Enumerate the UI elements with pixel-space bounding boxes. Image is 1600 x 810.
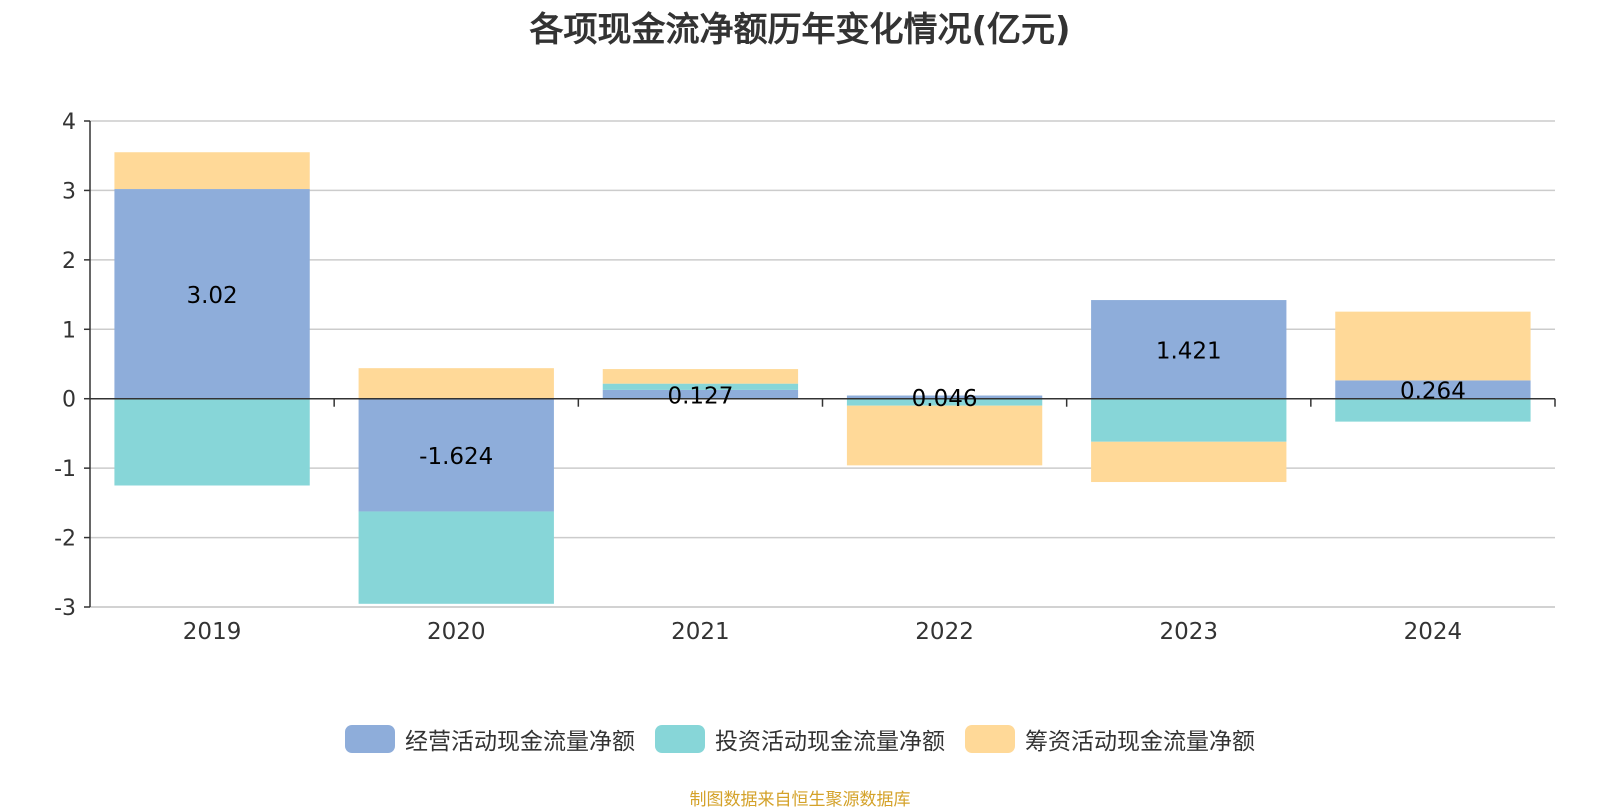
bar-2024-series-0 <box>1335 380 1531 399</box>
x-tick-label: 2021 <box>671 619 730 645</box>
legend-item[interactable]: 投资活动现金流量净额 <box>655 722 945 756</box>
bar-2022-series-2 <box>846 405 1043 466</box>
data-labels: 3.02 -1.624 0.127 0.046 1.421 0.264 <box>186 283 1465 470</box>
legend-label: 投资活动现金流量净额 <box>715 729 945 755</box>
legend-swatch <box>345 725 395 753</box>
data-label: 0.127 <box>667 383 733 409</box>
y-tick-label: -2 <box>54 527 76 552</box>
legend-swatch <box>965 725 1015 753</box>
bar-2023-series-1 <box>1091 398 1287 442</box>
x-tick-label: 2019 <box>183 619 242 645</box>
bar-2019-series-2 <box>114 152 310 190</box>
bar-2022-series-1 <box>846 398 1043 406</box>
data-label: 0.046 <box>912 386 978 412</box>
bars <box>114 152 1531 604</box>
y-tick-label: 2 <box>62 249 76 274</box>
legend-swatch <box>655 725 705 753</box>
data-label: -1.624 <box>419 444 493 470</box>
y-tick-label: 3 <box>62 179 76 204</box>
x-tick-label: 2020 <box>427 619 486 645</box>
source-note: 制图数据来自恒生聚源数据库 <box>689 790 911 810</box>
data-label: 1.421 <box>1156 338 1222 364</box>
legend-label: 筹资活动现金流量净额 <box>1025 729 1255 755</box>
bar-2019-series-1 <box>114 398 310 486</box>
legend-label: 经营活动现金流量净额 <box>405 729 635 755</box>
data-label: 0.264 <box>1400 379 1466 405</box>
y-tick-label: 0 <box>62 388 76 413</box>
chart-title: 各项现金流净额历年变化情况(亿元) <box>529 10 1071 50</box>
y-tick-label: -1 <box>54 457 76 482</box>
bar-2020-series-2 <box>358 368 554 399</box>
bar-2021-series-1 <box>602 383 799 390</box>
y-tick-label: 1 <box>62 318 76 343</box>
bar-2021-series-2 <box>602 369 799 384</box>
legend-item[interactable]: 筹资活动现金流量净额 <box>965 722 1255 756</box>
bar-2021-series-0 <box>602 389 799 399</box>
y-tick-label: -3 <box>54 596 76 621</box>
y-tick-label: 4 <box>62 110 76 135</box>
bar-2024-series-1 <box>1335 398 1531 422</box>
x-tick-label: 2023 <box>1159 619 1218 645</box>
bar-2023-series-2 <box>1091 441 1287 483</box>
bar-2024-series-2 <box>1335 311 1531 381</box>
x-tick-label: 2024 <box>1404 619 1463 645</box>
bar-2020-series-1 <box>358 511 554 604</box>
bar-2020-series-0 <box>358 398 554 512</box>
bar-2023-series-0 <box>1091 300 1287 399</box>
bar-2019-series-0 <box>114 189 310 399</box>
axes: 4 3 2 1 0 -1 -2 -3 2019 2020 2021 2022 2023 2024 <box>54 110 1556 645</box>
legend-item[interactable]: 经营活动现金流量净额 <box>345 722 635 756</box>
data-label: 3.02 <box>186 283 237 309</box>
x-tick-label: 2022 <box>915 619 974 645</box>
legend: 经营活动现金流量净额 投资活动现金流量净额 筹资活动现金流量净额 <box>0 722 1600 756</box>
bar-2022-series-0 <box>846 395 1043 399</box>
